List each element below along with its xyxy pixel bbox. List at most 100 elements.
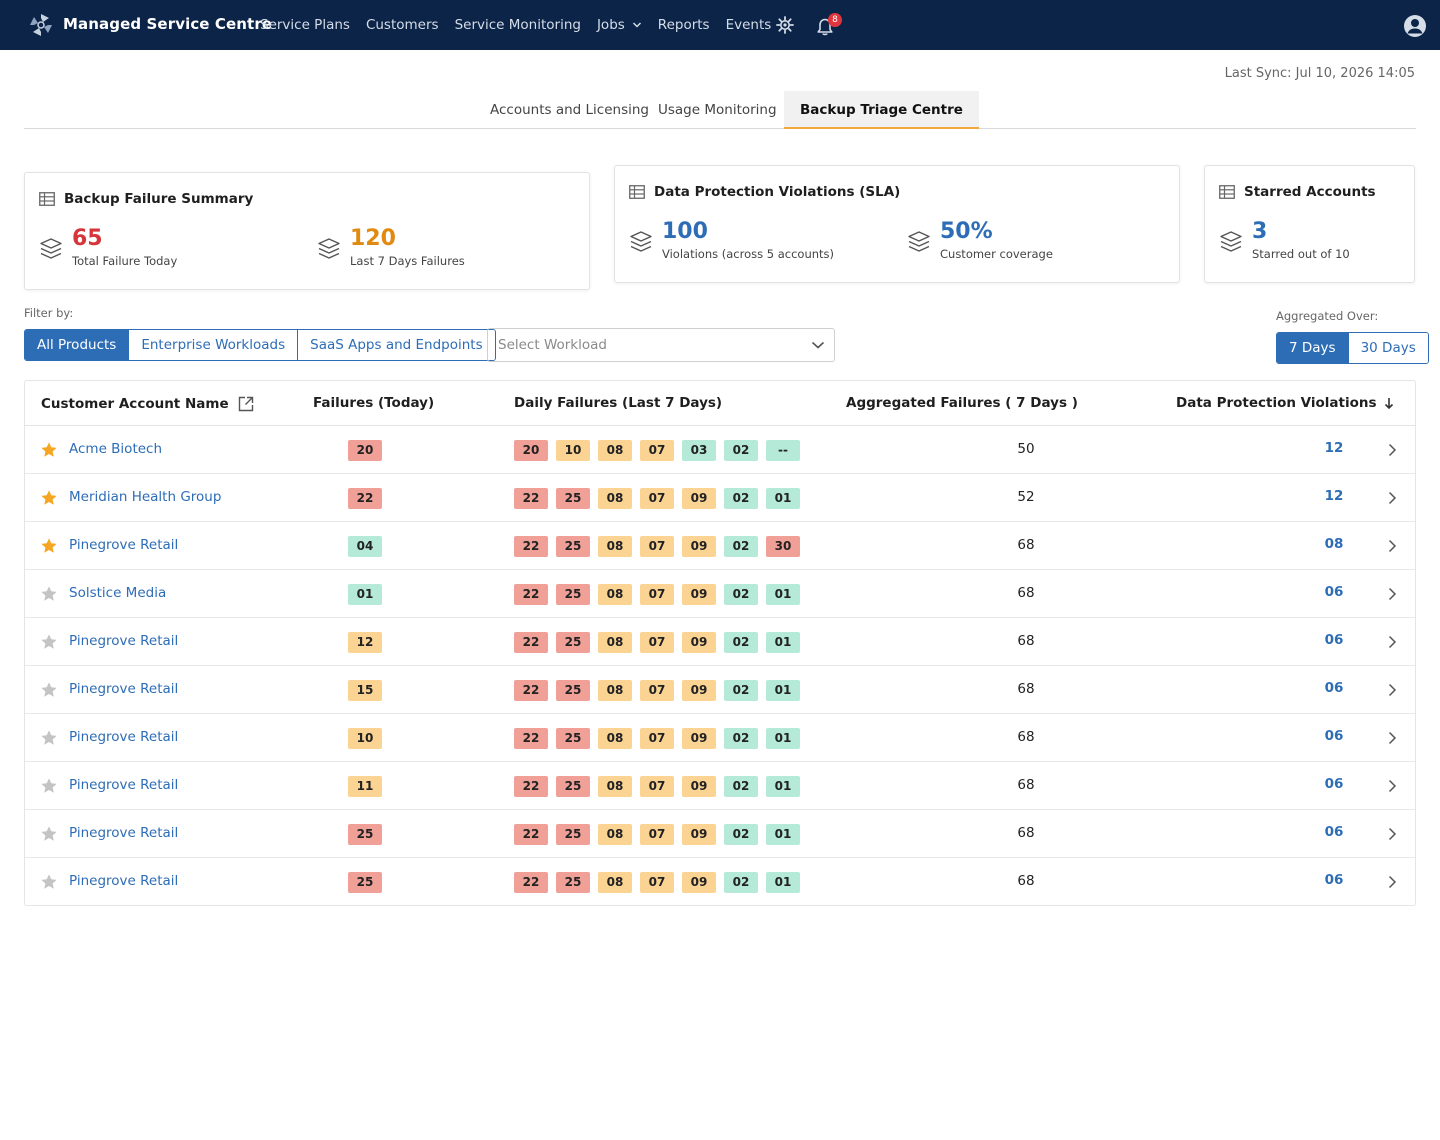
star-outline-icon[interactable] (40, 681, 58, 699)
card-title-text: Starred Accounts (1244, 184, 1376, 200)
external-link-icon[interactable] (237, 395, 255, 413)
table-row[interactable]: Pinegrove Retail 12 22 25 08 07 09 02 01 68 06 (25, 618, 1415, 666)
chevron-right-icon[interactable] (1387, 539, 1397, 553)
daily-failure-badge: 08 (598, 536, 632, 557)
brand-title[interactable]: Managed Service Centre (63, 15, 273, 33)
chevron-right-icon[interactable] (1387, 491, 1397, 505)
chevron-right-icon[interactable] (1387, 635, 1397, 649)
stack-layers-icon (908, 231, 930, 252)
customer-account-link[interactable]: Pinegrove Retail (69, 537, 179, 553)
daily-failure-badge: 08 (598, 680, 632, 701)
chevron-right-icon[interactable] (1387, 731, 1397, 745)
app-logo-icon[interactable] (29, 13, 53, 37)
last-7-days-failures-stat: 120 Last 7 Days Failures (317, 226, 465, 268)
daily-failure-badge: 09 (682, 776, 716, 797)
star-filled-icon[interactable] (40, 537, 58, 555)
column-header-failures-today[interactable]: Failures (Today) (313, 395, 435, 411)
violations-count-link[interactable]: 06 (1324, 728, 1344, 744)
card-title: Backup Failure Summary (39, 191, 253, 207)
chevron-right-icon[interactable] (1387, 587, 1397, 601)
star-filled-icon[interactable] (40, 441, 58, 459)
select-workload-placeholder: Select Workload (498, 337, 607, 353)
chevron-right-icon[interactable] (1387, 827, 1397, 841)
column-header-account[interactable]: Customer Account Name (41, 395, 255, 413)
star-filled-icon[interactable] (40, 489, 58, 507)
nav-events[interactable]: Events (726, 17, 772, 33)
period-7-days-button[interactable]: 7 Days (1277, 333, 1349, 363)
star-outline-icon[interactable] (40, 777, 58, 795)
column-header-violations[interactable]: Data Protection Violations (1176, 395, 1395, 411)
filter-enterprise-workloads-button[interactable]: Enterprise Workloads (129, 330, 299, 360)
table-row[interactable]: Pinegrove Retail 25 22 25 08 07 09 02 01 68 06 (25, 810, 1415, 858)
nav-reports[interactable]: Reports (658, 17, 710, 33)
tab-usage-monitoring[interactable]: Usage Monitoring (658, 102, 777, 118)
violations-count-link[interactable]: 06 (1324, 632, 1344, 648)
table-row[interactable]: Acme Biotech 20 20 10 08 07 03 02 -- 50 12 (25, 426, 1415, 474)
violations-count-link[interactable]: 06 (1324, 680, 1344, 696)
tab-accounts-and-licensing[interactable]: Accounts and Licensing (490, 102, 649, 118)
failures-today-badge: 15 (348, 680, 382, 701)
chevron-right-icon[interactable] (1387, 875, 1397, 889)
starred-accounts-card: Starred Accounts 3 Starred out of 10 (1204, 165, 1415, 283)
stat-value: 100 (662, 219, 708, 244)
chevron-right-icon[interactable] (1387, 443, 1397, 457)
daily-failure-badge: 01 (766, 824, 800, 845)
violations-count-link[interactable]: 08 (1324, 536, 1344, 552)
tab-backup-triage-centre[interactable]: Backup Triage Centre (784, 91, 979, 129)
main-nav: Service Plans Customers Service Monitori… (260, 0, 787, 50)
violations-count-link[interactable]: 12 (1324, 440, 1344, 456)
customer-account-link[interactable]: Pinegrove Retail (69, 873, 179, 889)
filter-saas-apps-button[interactable]: SaaS Apps and Endpoints (298, 330, 495, 360)
violations-stat: 100 Violations (across 5 accounts) (629, 219, 834, 261)
customer-account-link[interactable]: Solstice Media (69, 585, 167, 601)
column-header-label: Customer Account Name (41, 396, 229, 412)
table-row[interactable]: Solstice Media 01 22 25 08 07 09 02 01 68 06 (25, 570, 1415, 618)
period-toggle-group: 7 Days 30 Days (1276, 332, 1429, 364)
nav-service-plans[interactable]: Service Plans (260, 17, 350, 33)
table-row[interactable]: Pinegrove Retail 15 22 25 08 07 09 02 01 68 06 (25, 666, 1415, 714)
violations-count-link[interactable]: 06 (1324, 584, 1344, 600)
sort-descending-arrow-icon[interactable] (1383, 396, 1395, 410)
nav-jobs[interactable]: Jobs (597, 17, 642, 33)
daily-failure-badge: 25 (556, 680, 590, 701)
star-outline-icon[interactable] (40, 633, 58, 651)
nav-label: Jobs (596, 17, 625, 33)
daily-failure-badge: 02 (724, 824, 758, 845)
customer-account-link[interactable]: Pinegrove Retail (69, 825, 179, 841)
daily-failure-badge: 09 (682, 536, 716, 557)
star-outline-icon[interactable] (40, 825, 58, 843)
chevron-right-icon[interactable] (1387, 779, 1397, 793)
filter-all-products-button[interactable]: All Products (25, 330, 130, 360)
star-outline-icon[interactable] (40, 585, 58, 603)
table-row[interactable]: Pinegrove Retail 10 22 25 08 07 09 02 01 68 06 (25, 714, 1415, 762)
table-row[interactable]: Pinegrove Retail 04 22 25 08 07 09 02 30 68 08 (25, 522, 1415, 570)
star-outline-icon[interactable] (40, 729, 58, 747)
customer-account-link[interactable]: Pinegrove Retail (69, 633, 179, 649)
customer-account-link[interactable]: Pinegrove Retail (69, 729, 179, 745)
customer-account-link[interactable]: Meridian Health Group (69, 489, 222, 505)
star-outline-icon[interactable] (40, 873, 58, 891)
customer-account-link[interactable]: Pinegrove Retail (69, 681, 179, 697)
violations-count-link[interactable]: 06 (1324, 776, 1344, 792)
violations-count-link[interactable]: 06 (1324, 872, 1344, 888)
nav-service-monitoring[interactable]: Service Monitoring (455, 17, 581, 33)
select-workload-dropdown[interactable]: Select Workload (487, 328, 835, 362)
backup-triage-table: Customer Account Name Failures (Today) D… (24, 380, 1416, 906)
violations-count-link[interactable]: 06 (1324, 824, 1344, 840)
table-row[interactable]: Pinegrove Retail 11 22 25 08 07 09 02 01 68 06 (25, 762, 1415, 810)
customer-account-link[interactable]: Pinegrove Retail (69, 777, 179, 793)
table-row[interactable]: Meridian Health Group 22 22 25 08 07 09 02 01 52 1… (25, 474, 1415, 522)
column-header-aggregated-failures[interactable]: Aggregated Failures ( 7 Days ) (846, 395, 1078, 411)
daily-failure-badge: 02 (724, 536, 758, 557)
column-header-daily-failures[interactable]: Daily Failures (Last 7 Days) (514, 395, 723, 411)
daily-failure-badge: 03 (682, 440, 716, 461)
daily-failure-badge: 01 (766, 680, 800, 701)
customer-account-link[interactable]: Acme Biotech (69, 441, 163, 457)
chevron-right-icon[interactable] (1387, 683, 1397, 697)
table-row[interactable]: Pinegrove Retail 25 22 25 08 07 09 02 01 68 06 (25, 858, 1415, 906)
settings-gear-icon[interactable] (775, 15, 795, 35)
period-30-days-button[interactable]: 30 Days (1348, 333, 1428, 363)
user-avatar-icon[interactable] (1403, 14, 1427, 38)
violations-count-link[interactable]: 12 (1324, 488, 1344, 504)
nav-customers[interactable]: Customers (366, 17, 439, 33)
